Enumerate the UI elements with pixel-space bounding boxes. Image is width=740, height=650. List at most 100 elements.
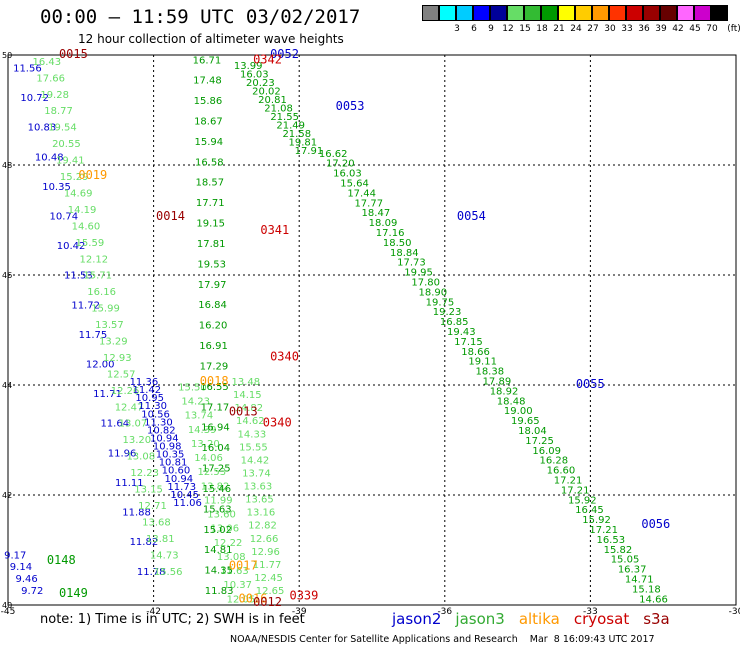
wave-height-value: 18.67	[194, 116, 223, 127]
wave-height-value: 18.66	[461, 347, 490, 358]
color-scale-label: 18	[536, 24, 548, 34]
wave-height-value: 13.99	[234, 61, 263, 72]
wave-height-value: 11.56	[13, 64, 42, 75]
wave-height-value: 14.71	[625, 574, 654, 585]
wave-height-value: 12.71	[138, 501, 167, 512]
legend-entry-jason2: jason2	[392, 610, 442, 628]
wave-height-value: 10.37	[223, 580, 252, 591]
wave-height-value: 18.90	[419, 287, 448, 298]
wave-height-value: 16.37	[618, 565, 647, 576]
color-scale-label: 36	[638, 24, 650, 34]
wave-height-value: 18.09	[369, 218, 398, 229]
wave-height-value: 12.47	[115, 402, 144, 413]
color-scale-swatch	[643, 5, 660, 21]
color-scale-swatch	[456, 5, 473, 21]
track-pass-label: 0056	[641, 517, 670, 531]
track-pass-label: 0053	[336, 99, 365, 113]
color-scale-swatch	[558, 5, 575, 21]
color-scale-label: 33	[621, 24, 633, 34]
track-pass-label: 0014	[156, 209, 185, 223]
wave-height-value: 16.16	[87, 287, 116, 298]
wave-height-value: 14.19	[68, 205, 97, 216]
wave-height-value: 14.33	[238, 429, 267, 440]
color-scale-swatch	[694, 5, 711, 21]
track-pass-label: 0149	[59, 586, 88, 600]
wave-height-value: 17.16	[376, 228, 405, 239]
wave-height-value: 10.94	[150, 433, 179, 444]
color-scale-swatch	[592, 5, 609, 21]
wave-height-value: 13.74	[242, 468, 271, 479]
wave-height-value: 18.48	[497, 396, 526, 407]
color-scale-label: 30	[604, 24, 616, 34]
color-scale-swatch	[609, 5, 626, 21]
track-pass-label: 0012	[253, 595, 282, 609]
color-scale-label: 15	[519, 24, 531, 34]
wave-height-value: 11.71	[93, 389, 122, 400]
wave-height-value: 16.03	[240, 69, 269, 80]
wave-height-value: 18.57	[195, 178, 224, 189]
wave-height-value: 17.73	[397, 258, 426, 269]
wave-height-value: 17.44	[347, 188, 376, 199]
track-pass-label: 0054	[457, 209, 486, 223]
lon-tick-label: -33	[583, 607, 598, 617]
color-scale-swatch	[541, 5, 558, 21]
wave-height-value: 16.03	[333, 169, 362, 180]
wave-height-value: 16.84	[198, 300, 227, 311]
track-pass-label: 0148	[47, 553, 76, 567]
wave-height-value: 16.53	[596, 535, 625, 546]
wave-height-value: 13.63	[244, 482, 273, 493]
wave-height-value: 16.45	[575, 505, 604, 516]
wave-height-value: 11.11	[115, 478, 144, 489]
track-pass-label: 0055	[576, 377, 605, 391]
wave-height-value: 11.53	[64, 271, 93, 282]
wave-height-value: 21.58	[282, 129, 311, 140]
wave-height-value: 14.35	[204, 566, 233, 577]
wave-height-value: 15.86	[194, 96, 223, 107]
wave-height-value: 17.66	[36, 73, 65, 84]
wave-height-value: 10.56	[141, 409, 170, 420]
wave-height-value: 14.81	[204, 545, 233, 556]
track-pass-label: 0016	[239, 591, 268, 605]
track-pass-label: 0340	[270, 349, 299, 363]
wave-height-value: 11.64	[100, 419, 129, 430]
wave-height-value: 15.71	[83, 271, 112, 282]
wave-height-value: 13.16	[247, 508, 276, 519]
wave-height-value: 11.30	[138, 401, 167, 412]
wave-height-value: 17.25	[202, 464, 231, 475]
wave-height-value: 11.73	[167, 482, 196, 493]
wave-height-value: 11.75	[79, 330, 108, 341]
track-pass-label: 0017	[229, 558, 258, 572]
wave-height-value: 12.12	[79, 254, 108, 265]
wave-height-value: 16.91	[199, 341, 228, 352]
wave-height-value: 11.42	[132, 385, 161, 396]
wave-height-value: 17.29	[200, 361, 229, 372]
wave-height-value: 13.06	[210, 524, 239, 535]
wave-height-value: 12.45	[254, 573, 283, 584]
wave-height-value: 11.06	[173, 498, 202, 509]
wave-height-value: 13.57	[95, 320, 124, 331]
wave-height-value: 18.04	[518, 426, 547, 437]
lon-tick-label: -42	[146, 607, 161, 617]
color-scale-swatch	[524, 5, 541, 21]
wave-height-value: 11.72	[71, 300, 100, 311]
track-pass-label: 0342	[253, 52, 282, 66]
wave-height-value: 17.71	[196, 198, 225, 209]
color-scale-label: 42	[672, 24, 684, 34]
color-scale-label: 24	[570, 24, 582, 34]
wave-height-value: 14.82	[235, 403, 264, 414]
wave-height-value: 12.53	[198, 467, 227, 478]
wave-height-value: 16.85	[440, 317, 469, 328]
wave-height-value: 21.55	[270, 112, 299, 123]
wave-height-value: 15.82	[604, 545, 633, 556]
wave-height-value: 17.48	[193, 76, 222, 87]
wave-height-value: 19.81	[289, 137, 318, 148]
wave-height-value: 10.82	[147, 425, 176, 436]
wave-height-value: 13.68	[142, 517, 171, 528]
wave-height-value: 16.55	[200, 382, 229, 393]
wave-height-value: 21.08	[264, 103, 293, 114]
wave-height-value: 11.78	[137, 567, 166, 578]
wave-height-value: 15.29	[60, 172, 89, 183]
wave-height-value: 9.46	[15, 574, 37, 585]
wave-height-value: 16.60	[547, 466, 576, 477]
